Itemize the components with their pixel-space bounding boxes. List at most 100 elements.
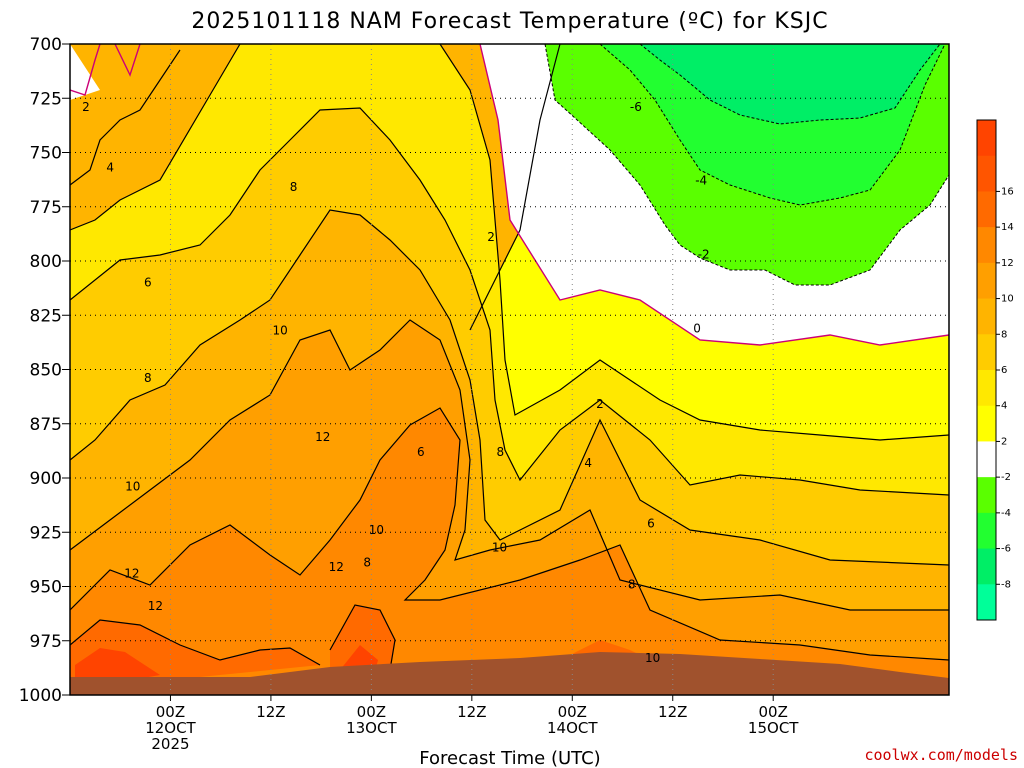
contour-8: [70, 209, 949, 566]
contour-2: [70, 44, 561, 331]
colorbar-swatch: [977, 548, 996, 585]
contour-4: [70, 44, 949, 441]
band-above-14c: [70, 605, 660, 690]
colorbar-label: 10: [1001, 294, 1014, 305]
y-tick-label: 975: [30, 632, 62, 652]
colorbar-swatch: [977, 262, 996, 300]
contour-label: 8: [290, 180, 298, 194]
x-tick-label: 00Z: [357, 703, 386, 721]
contour-label: 6: [144, 276, 152, 290]
colorbar-swatch: [977, 477, 996, 514]
chart-title: 2025101118 NAM Forecast Temperature (ºC)…: [191, 9, 828, 34]
colorbar-swatch: [977, 370, 996, 407]
colorbar-swatch: [977, 441, 996, 478]
x-tick-label: 00Z: [759, 703, 788, 721]
colorbar-label: 2: [1001, 436, 1007, 447]
contour-label: 12: [315, 430, 330, 444]
x-tick-label: 12Z: [256, 703, 285, 721]
grid-vertical: [169, 44, 774, 695]
contour-label: 4: [106, 161, 114, 175]
band-above-16c: [75, 645, 378, 690]
y-tick-label: 1000: [19, 686, 62, 706]
y-tick-label: 775: [30, 198, 62, 218]
contour-label: 8: [363, 556, 371, 570]
colorbar-border: [976, 119, 997, 621]
x-tick-label: 12OCT: [145, 719, 196, 737]
y-tick-label: 750: [30, 144, 62, 164]
y-tick-label: 925: [30, 523, 62, 543]
y-tick-label: 700: [30, 35, 62, 55]
y-tick-label: 900: [30, 469, 62, 489]
band-above-12c: [70, 408, 949, 690]
colorbar-swatch: [977, 227, 996, 264]
colorbar-label: 16: [1001, 186, 1014, 197]
contour-label: 10: [125, 480, 140, 494]
x-tick-label: 00Z: [156, 703, 185, 721]
colorbar-label: 8: [1001, 329, 1007, 340]
y-tick-label: 850: [30, 361, 62, 381]
contour-label: -6: [630, 100, 642, 114]
colorbar-label: -8: [1001, 579, 1011, 590]
terrain: [70, 652, 949, 695]
y-tick-label: 800: [30, 252, 62, 272]
contour-label: 6: [417, 445, 425, 459]
contour-label: 4: [584, 456, 592, 470]
contour-label: 2: [487, 230, 495, 244]
x-tick-label: 00Z: [558, 703, 587, 721]
contour-6: [70, 107, 949, 496]
band-below-m6c: [640, 44, 940, 124]
plot-area: 2 4 6 8 10 12 12 8 10 12 12 10 8 6 2 8 10 -6 -4 -2 0 2 4 6 8 10: [70, 44, 949, 695]
y-tick-label: 950: [30, 578, 62, 598]
contour-lines: [70, 44, 949, 671]
contour-label: 8: [496, 445, 504, 459]
contour-label: 10: [272, 323, 287, 337]
contour-label: 12: [329, 560, 344, 574]
contour-label: 2: [596, 397, 604, 411]
contour-label: 12: [148, 599, 163, 613]
colorbar-swatch: [977, 584, 996, 621]
x-tick-label: 12Z: [658, 703, 687, 721]
colorbar-swatch: [977, 405, 996, 442]
x-tick-label: 15OCT: [748, 719, 799, 737]
y-tick-label: 725: [30, 89, 62, 109]
contour-label: -4: [695, 174, 707, 188]
contour-label: 10: [492, 540, 507, 554]
contour-labels: 2 4 6 8 10 12 12 8 10 12 12 10 8 6 2 8 10 -6 -4 -2 0 2 4 6 8 10: [82, 100, 710, 665]
contour-10: [70, 319, 949, 611]
colorbar-label: 4: [1001, 401, 1007, 412]
colorbar: 16 14 12 10 8 6 4 2 -2 -4 -6 -8: [976, 119, 1014, 621]
contour-label: 8: [628, 577, 636, 591]
contour-label: 0: [693, 321, 701, 335]
contour-label: 2: [82, 100, 90, 114]
contour-label: 8: [144, 371, 152, 385]
colorbar-swatch: [977, 155, 996, 192]
credit-text: coolwx.com/models: [864, 746, 1018, 764]
contour-label: -2: [698, 247, 710, 261]
contour-label: 10: [369, 523, 384, 537]
contour-14: [70, 604, 396, 671]
contour-m2: [544, 44, 949, 286]
contour-m4: [599, 44, 946, 206]
colorbar-swatch: [977, 120, 996, 157]
colorbar-label: 14: [1001, 222, 1014, 233]
x-tick-label: 14OCT: [547, 719, 598, 737]
colorbar-label: -6: [1001, 544, 1011, 555]
contour-lines-negative: [544, 44, 949, 286]
x-tick-label: 2025: [151, 735, 189, 753]
contour-label: 12: [124, 566, 139, 580]
x-tick-label: 12Z: [457, 703, 486, 721]
contour-12: [70, 407, 949, 661]
contour-label: 6: [647, 517, 655, 531]
colorbar-swatch: [977, 334, 996, 371]
x-tick-label: 13OCT: [346, 719, 397, 737]
y-axis: 700 725 750 775 800 825 850 875 900 925 950 975 1000: [19, 35, 70, 706]
contour-m6: [639, 44, 941, 125]
colorbar-swatch: [977, 512, 996, 550]
colorbar-swatch: [977, 298, 996, 335]
colorbar-label: 12: [1001, 258, 1014, 269]
colorbar-label: -4: [1001, 508, 1011, 519]
x-axis-title: Forecast Time (UTC): [419, 748, 600, 768]
colorbar-swatch: [977, 191, 996, 228]
